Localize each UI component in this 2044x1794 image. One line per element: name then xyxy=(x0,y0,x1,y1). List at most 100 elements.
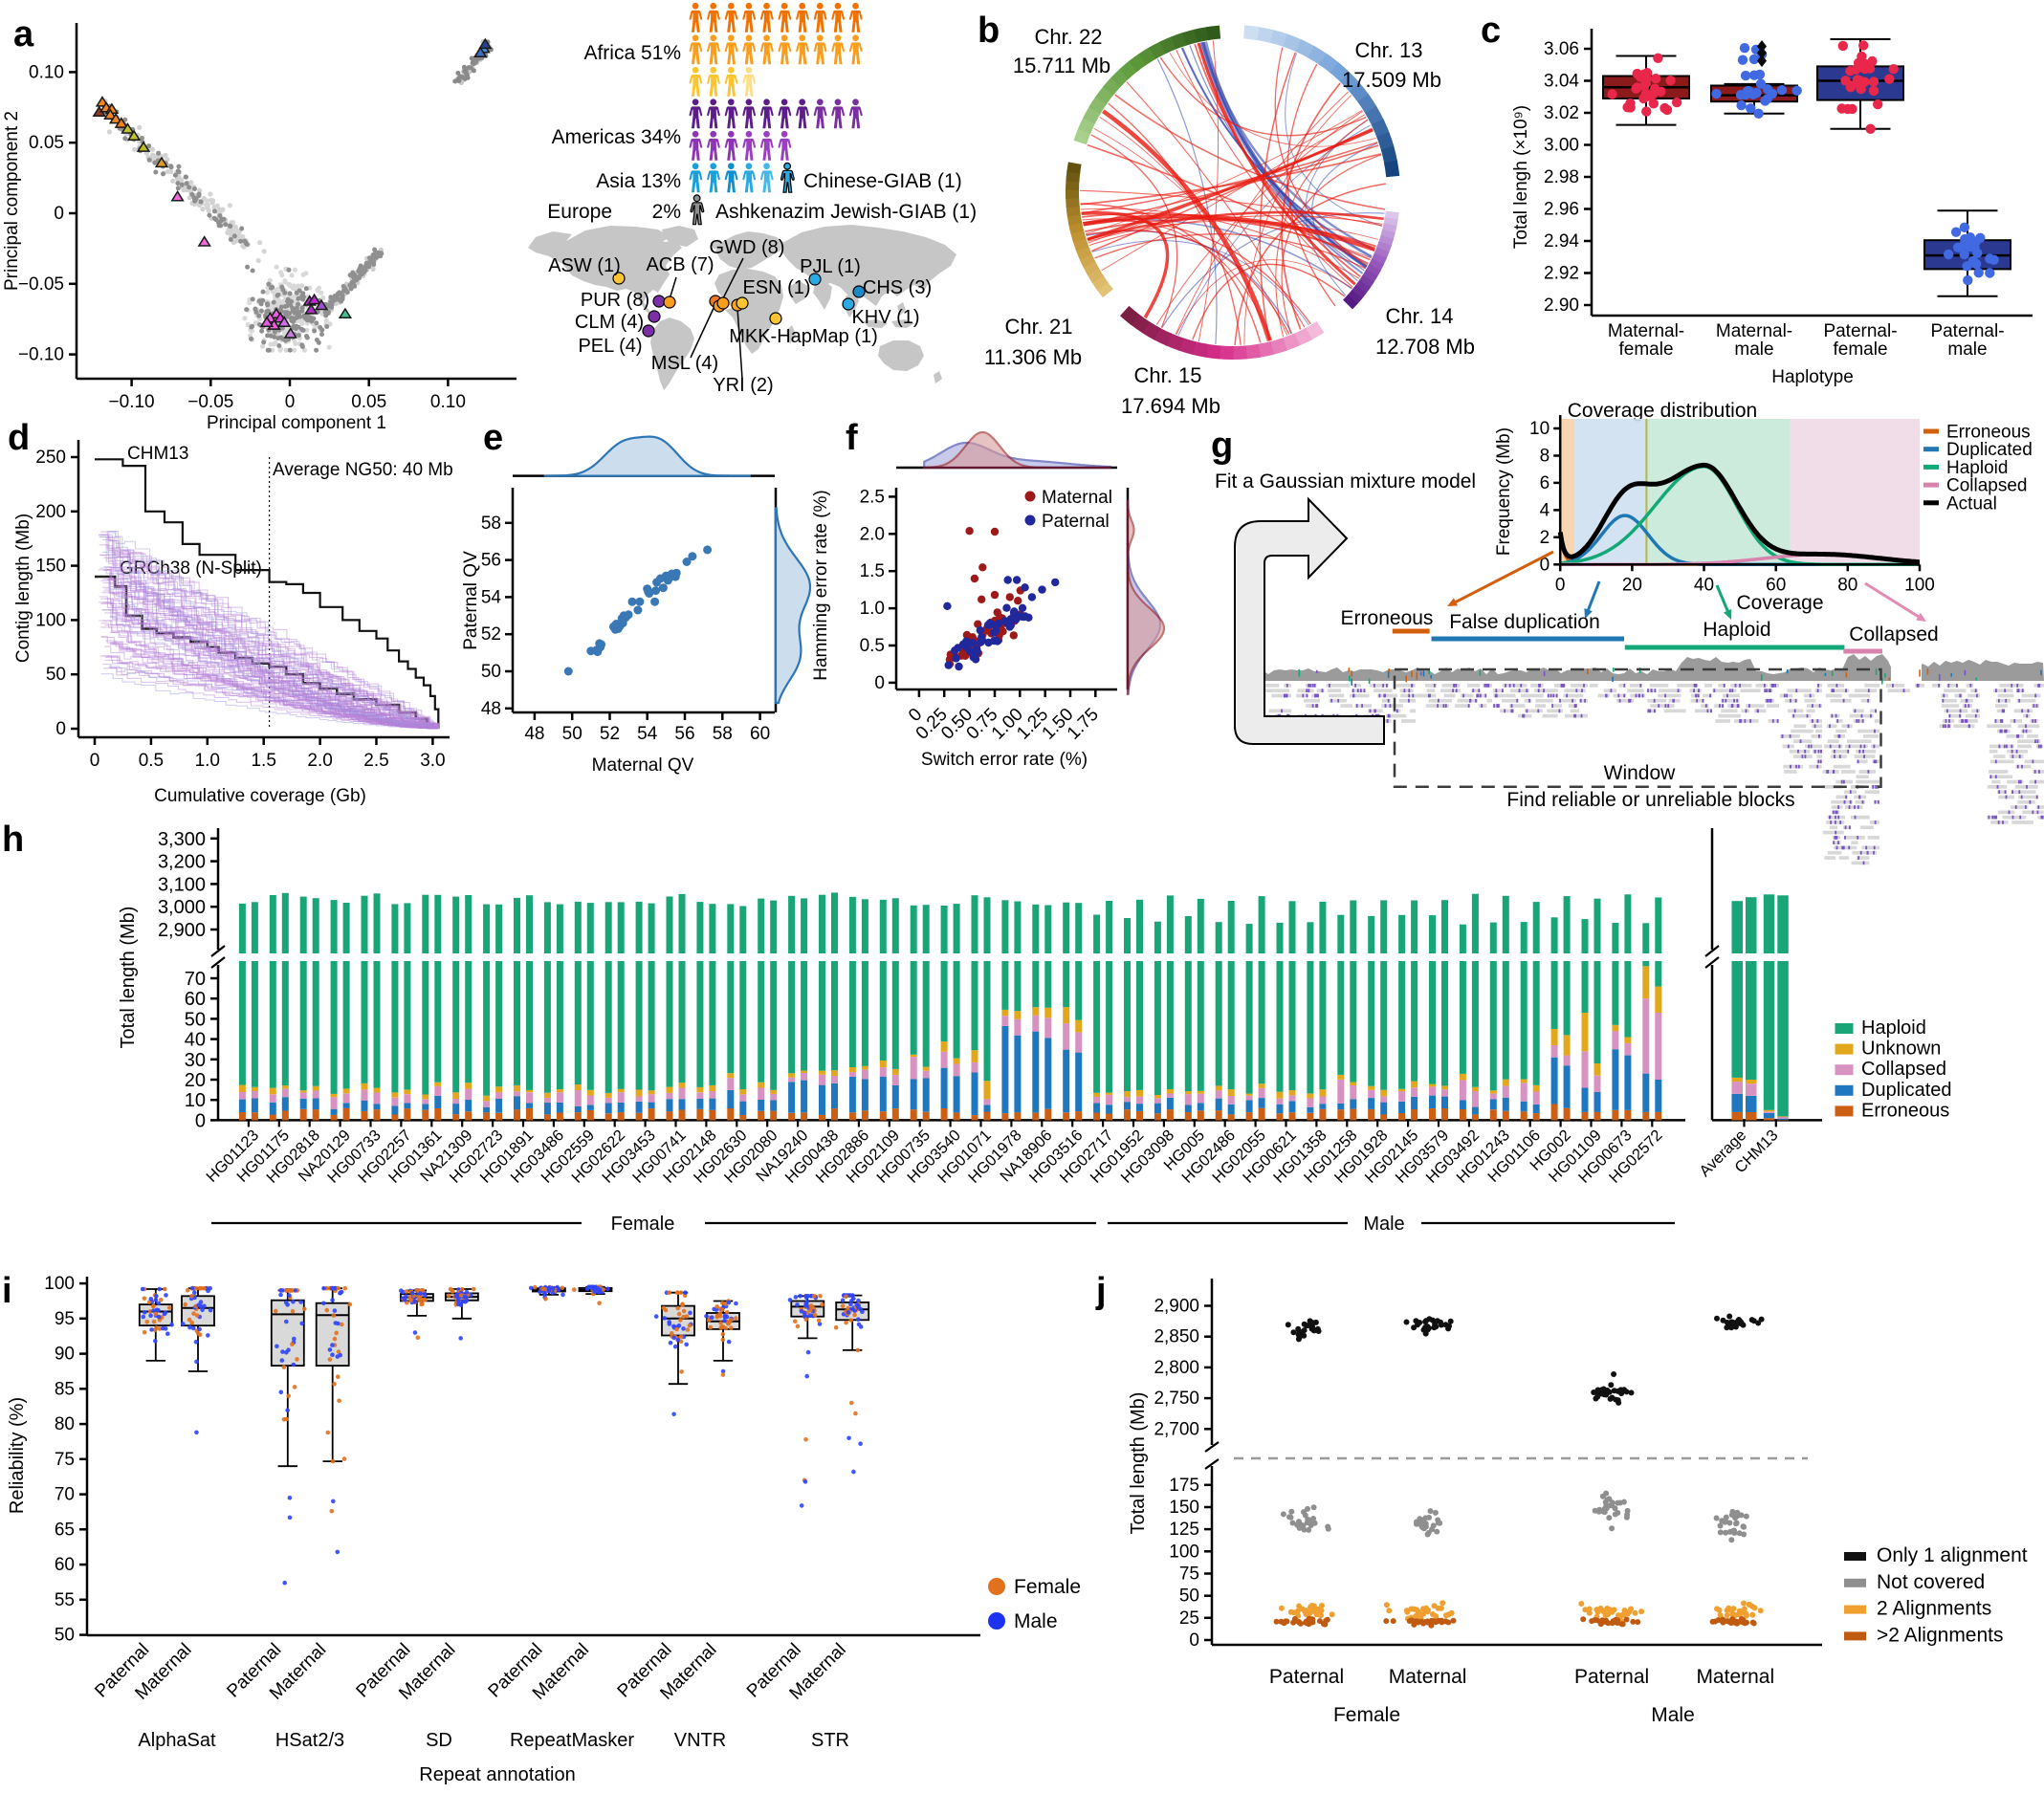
svg-text:54: 54 xyxy=(637,724,658,744)
svg-text:Paternal: Paternal xyxy=(1574,1666,1649,1688)
svg-text:85: 85 xyxy=(55,1379,75,1399)
svg-text:0.10: 0.10 xyxy=(430,392,466,412)
svg-text:f: f xyxy=(846,418,858,458)
svg-text:250: 250 xyxy=(35,448,66,468)
svg-text:1.0: 1.0 xyxy=(195,751,220,771)
svg-text:Fit a Gaussian mixture model: Fit a Gaussian mixture model xyxy=(1215,470,1476,492)
svg-text:200: 200 xyxy=(35,502,66,522)
svg-text:2.5: 2.5 xyxy=(860,487,885,507)
svg-text:Switch error rate (%): Switch error rate (%) xyxy=(921,750,1088,770)
svg-text:Haplotype: Haplotype xyxy=(1771,367,1854,387)
svg-text:VNTR: VNTR xyxy=(674,1730,726,1751)
svg-text:40: 40 xyxy=(185,1030,206,1051)
svg-text:Maternal QV: Maternal QV xyxy=(592,755,694,776)
svg-text:PJL (1): PJL (1) xyxy=(800,256,861,277)
svg-text:2.96: 2.96 xyxy=(1544,200,1579,220)
svg-text:70: 70 xyxy=(55,1485,75,1505)
svg-text:Paternal QV: Paternal QV xyxy=(461,551,481,650)
svg-text:e: e xyxy=(483,418,503,458)
svg-text:50: 50 xyxy=(55,1626,75,1646)
svg-text:55: 55 xyxy=(55,1590,75,1610)
svg-text:HSat2/3: HSat2/3 xyxy=(275,1730,344,1751)
svg-text:Female: Female xyxy=(611,1214,675,1235)
svg-text:Reliability (%): Reliability (%) xyxy=(7,1397,28,1514)
svg-text:a: a xyxy=(13,14,34,55)
svg-text:Principal component 2: Principal component 2 xyxy=(2,111,22,291)
svg-text:65: 65 xyxy=(55,1520,75,1540)
svg-text:20: 20 xyxy=(185,1070,206,1091)
svg-text:KHV (1): KHV (1) xyxy=(851,307,919,328)
svg-text:0.5: 0.5 xyxy=(860,636,885,656)
svg-text:20: 20 xyxy=(1622,575,1642,595)
svg-text:c: c xyxy=(1481,11,1501,51)
svg-text:YRI (2): YRI (2) xyxy=(713,375,773,396)
svg-text:52: 52 xyxy=(600,724,620,744)
svg-text:g: g xyxy=(1211,426,1233,466)
svg-text:3.0: 3.0 xyxy=(420,751,445,771)
svg-text:2,700: 2,700 xyxy=(1154,1419,1199,1439)
svg-text:40: 40 xyxy=(1694,575,1714,595)
svg-text:male: male xyxy=(1947,339,1987,360)
svg-text:2.0: 2.0 xyxy=(307,751,332,771)
svg-text:17.694 Mb: 17.694 Mb xyxy=(1121,394,1220,418)
svg-text:Maternal-: Maternal- xyxy=(1608,321,1684,341)
svg-text:2,850: 2,850 xyxy=(1154,1327,1199,1347)
svg-text:CHM13: CHM13 xyxy=(127,444,188,464)
svg-text:100: 100 xyxy=(1169,1542,1199,1562)
svg-text:60: 60 xyxy=(750,724,770,744)
svg-text:58: 58 xyxy=(481,514,501,534)
svg-text:−0.10: −0.10 xyxy=(109,392,155,412)
svg-text:0.10: 0.10 xyxy=(29,62,64,82)
svg-text:90: 90 xyxy=(55,1345,75,1365)
svg-text:−0.05: −0.05 xyxy=(18,274,64,295)
svg-text:Paternal-: Paternal- xyxy=(1823,321,1897,341)
svg-text:48: 48 xyxy=(524,724,544,744)
svg-text:50: 50 xyxy=(46,665,66,685)
svg-text:Contig length (Mb): Contig length (Mb) xyxy=(13,514,33,663)
svg-text:3,300: 3,300 xyxy=(158,829,206,850)
svg-text:ASW (1): ASW (1) xyxy=(548,255,621,276)
svg-text:56: 56 xyxy=(674,724,694,744)
svg-text:2%: 2% xyxy=(652,201,681,223)
svg-text:48: 48 xyxy=(481,699,501,719)
svg-text:3,000: 3,000 xyxy=(158,897,206,918)
svg-text:2: 2 xyxy=(1540,528,1550,548)
svg-text:0.5: 0.5 xyxy=(139,751,164,771)
svg-text:AlphaSat: AlphaSat xyxy=(138,1730,216,1751)
svg-text:1.5: 1.5 xyxy=(251,751,275,771)
svg-text:0.05: 0.05 xyxy=(351,392,386,412)
svg-text:11.306 Mb: 11.306 Mb xyxy=(984,345,1082,369)
svg-text:6: 6 xyxy=(1540,473,1550,493)
svg-text:150: 150 xyxy=(35,557,66,577)
svg-text:2 Alignments: 2 Alignments xyxy=(1877,1598,1991,1620)
svg-text:Male: Male xyxy=(1014,1610,1058,1632)
svg-text:0: 0 xyxy=(285,392,296,412)
svg-text:50: 50 xyxy=(1179,1586,1199,1607)
svg-text:3.06: 3.06 xyxy=(1544,39,1579,59)
svg-text:PEL (4): PEL (4) xyxy=(578,336,642,357)
svg-text:Chr. 21: Chr. 21 xyxy=(1005,315,1073,339)
svg-text:h: h xyxy=(2,820,24,860)
svg-text:Paternal: Paternal xyxy=(1042,512,1110,532)
svg-text:Haploid: Haploid xyxy=(1861,1017,1926,1039)
svg-text:GWD (8): GWD (8) xyxy=(710,237,785,258)
svg-text:Maternal: Maternal xyxy=(1042,488,1112,508)
svg-text:MKK-HapMap (1): MKK-HapMap (1) xyxy=(729,326,878,347)
svg-text:Chr. 14: Chr. 14 xyxy=(1386,304,1454,328)
svg-text:Total length (Mb): Total length (Mb) xyxy=(1128,1392,1149,1535)
svg-text:Ashkenazim Jewish-GIAB (1): Ashkenazim Jewish-GIAB (1) xyxy=(715,201,977,223)
svg-text:Not covered: Not covered xyxy=(1877,1571,1985,1593)
svg-text:ACB (7): ACB (7) xyxy=(646,254,714,275)
svg-text:3,100: 3,100 xyxy=(158,874,206,895)
svg-text:60: 60 xyxy=(55,1555,75,1575)
svg-text:3.00: 3.00 xyxy=(1544,136,1579,156)
svg-text:Frequency (Mb): Frequency (Mb) xyxy=(1494,427,1514,556)
svg-text:CLM (4): CLM (4) xyxy=(575,312,644,333)
svg-text:Male: Male xyxy=(1363,1214,1404,1235)
svg-text:100: 100 xyxy=(44,1274,75,1294)
svg-text:2.90: 2.90 xyxy=(1544,295,1579,316)
svg-text:Male: Male xyxy=(1651,1704,1695,1726)
svg-text:Average NG50: 40 Mb: Average NG50: 40 Mb xyxy=(273,460,453,480)
svg-text:52: 52 xyxy=(481,624,501,645)
svg-text:2,750: 2,750 xyxy=(1154,1389,1199,1409)
